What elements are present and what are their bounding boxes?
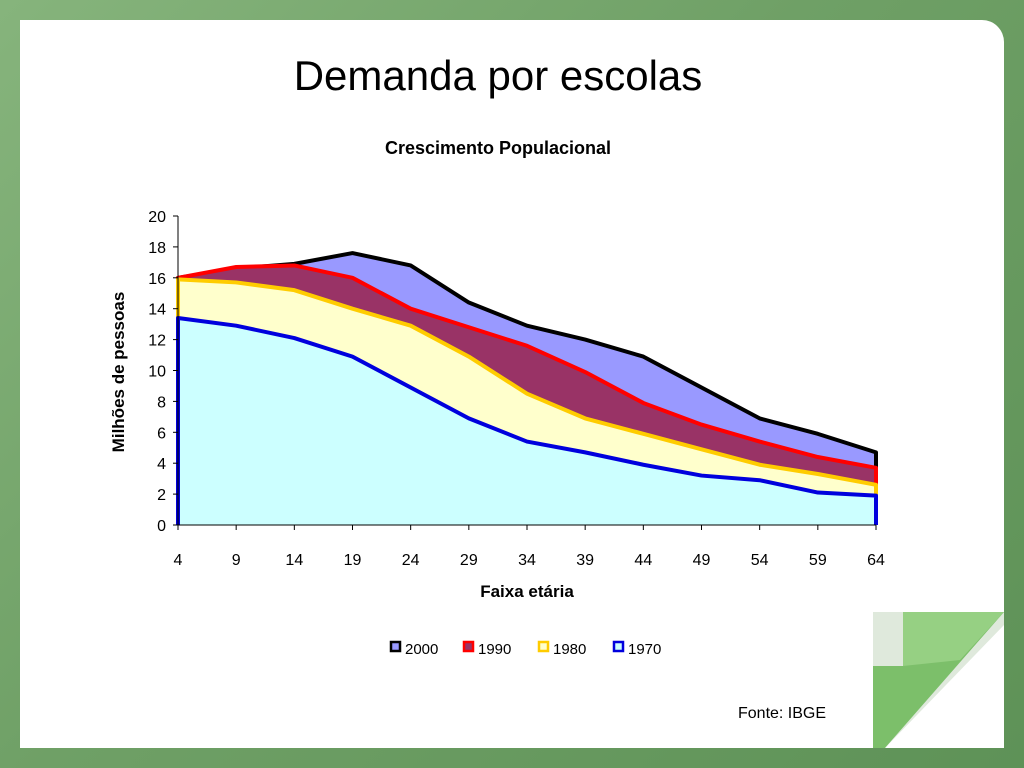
legend-item-2000: 2000	[389, 640, 438, 658]
legend-item-1990: 1990	[462, 640, 511, 658]
chart-areas	[176, 251, 878, 525]
y-tick-label: 14	[148, 302, 166, 319]
chart-title: Crescimento Populacional	[385, 138, 611, 158]
legend-item-1980: 1980	[537, 640, 586, 658]
y-tick-label: 10	[148, 364, 166, 381]
legend-swatch	[612, 640, 625, 653]
x-tick-label: 9	[232, 552, 241, 569]
x-tick-label: 44	[634, 552, 652, 569]
legend-label: 2000	[405, 641, 438, 658]
x-tick-label: 14	[285, 552, 303, 569]
y-tick-label: 20	[148, 209, 166, 226]
series-1970	[176, 315, 878, 525]
legend-label: 1990	[478, 641, 511, 658]
line-1990	[176, 263, 878, 525]
line-1980	[176, 277, 878, 525]
microsoft-logo: Microsoft	[914, 729, 996, 750]
y-tick-label: 0	[157, 518, 166, 535]
x-tick-label: 59	[809, 552, 827, 569]
x-tick-label: 64	[867, 552, 885, 569]
y-axis-title: Milhões de pessoas	[109, 292, 128, 453]
y-tick-label: 6	[157, 425, 166, 442]
legend-label: 1970	[628, 641, 661, 658]
y-tick-label: 8	[157, 394, 166, 411]
line-1970	[176, 315, 878, 525]
y-tick-label: 4	[157, 456, 166, 473]
legend-swatch	[389, 640, 402, 653]
legend-swatch	[462, 640, 475, 653]
chart-legend: 2000 1990 1980 1970	[389, 640, 661, 658]
y-tick-label: 16	[148, 271, 166, 288]
x-tick-label: 49	[693, 552, 711, 569]
x-tick-label: 39	[576, 552, 594, 569]
x-tick-label: 34	[518, 552, 536, 569]
area-1970	[178, 317, 876, 525]
y-tick-label: 2	[157, 487, 166, 504]
x-tick-label: 24	[402, 552, 420, 569]
legend-item-1970: 1970	[612, 640, 661, 658]
y-tick-label: 18	[148, 240, 166, 257]
x-tick-label: 19	[344, 552, 362, 569]
x-tick-label: 54	[751, 552, 769, 569]
x-tick-label: 4	[174, 552, 183, 569]
slide-title: Demanda por escolas	[293, 52, 703, 99]
source-note: Fonte: IBGE	[738, 705, 827, 722]
x-axis-title: Faixa etária	[480, 582, 574, 601]
x-tick-label: 29	[460, 552, 478, 569]
legend-swatch	[537, 640, 550, 653]
legend-label: 1980	[553, 641, 586, 658]
y-tick-label: 12	[148, 333, 166, 350]
